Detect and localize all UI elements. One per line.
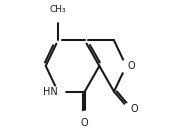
Text: O: O	[130, 104, 138, 114]
Text: CH₃: CH₃	[50, 5, 66, 14]
Text: HN: HN	[43, 87, 57, 96]
Text: O: O	[127, 61, 135, 71]
Text: O: O	[81, 118, 88, 128]
